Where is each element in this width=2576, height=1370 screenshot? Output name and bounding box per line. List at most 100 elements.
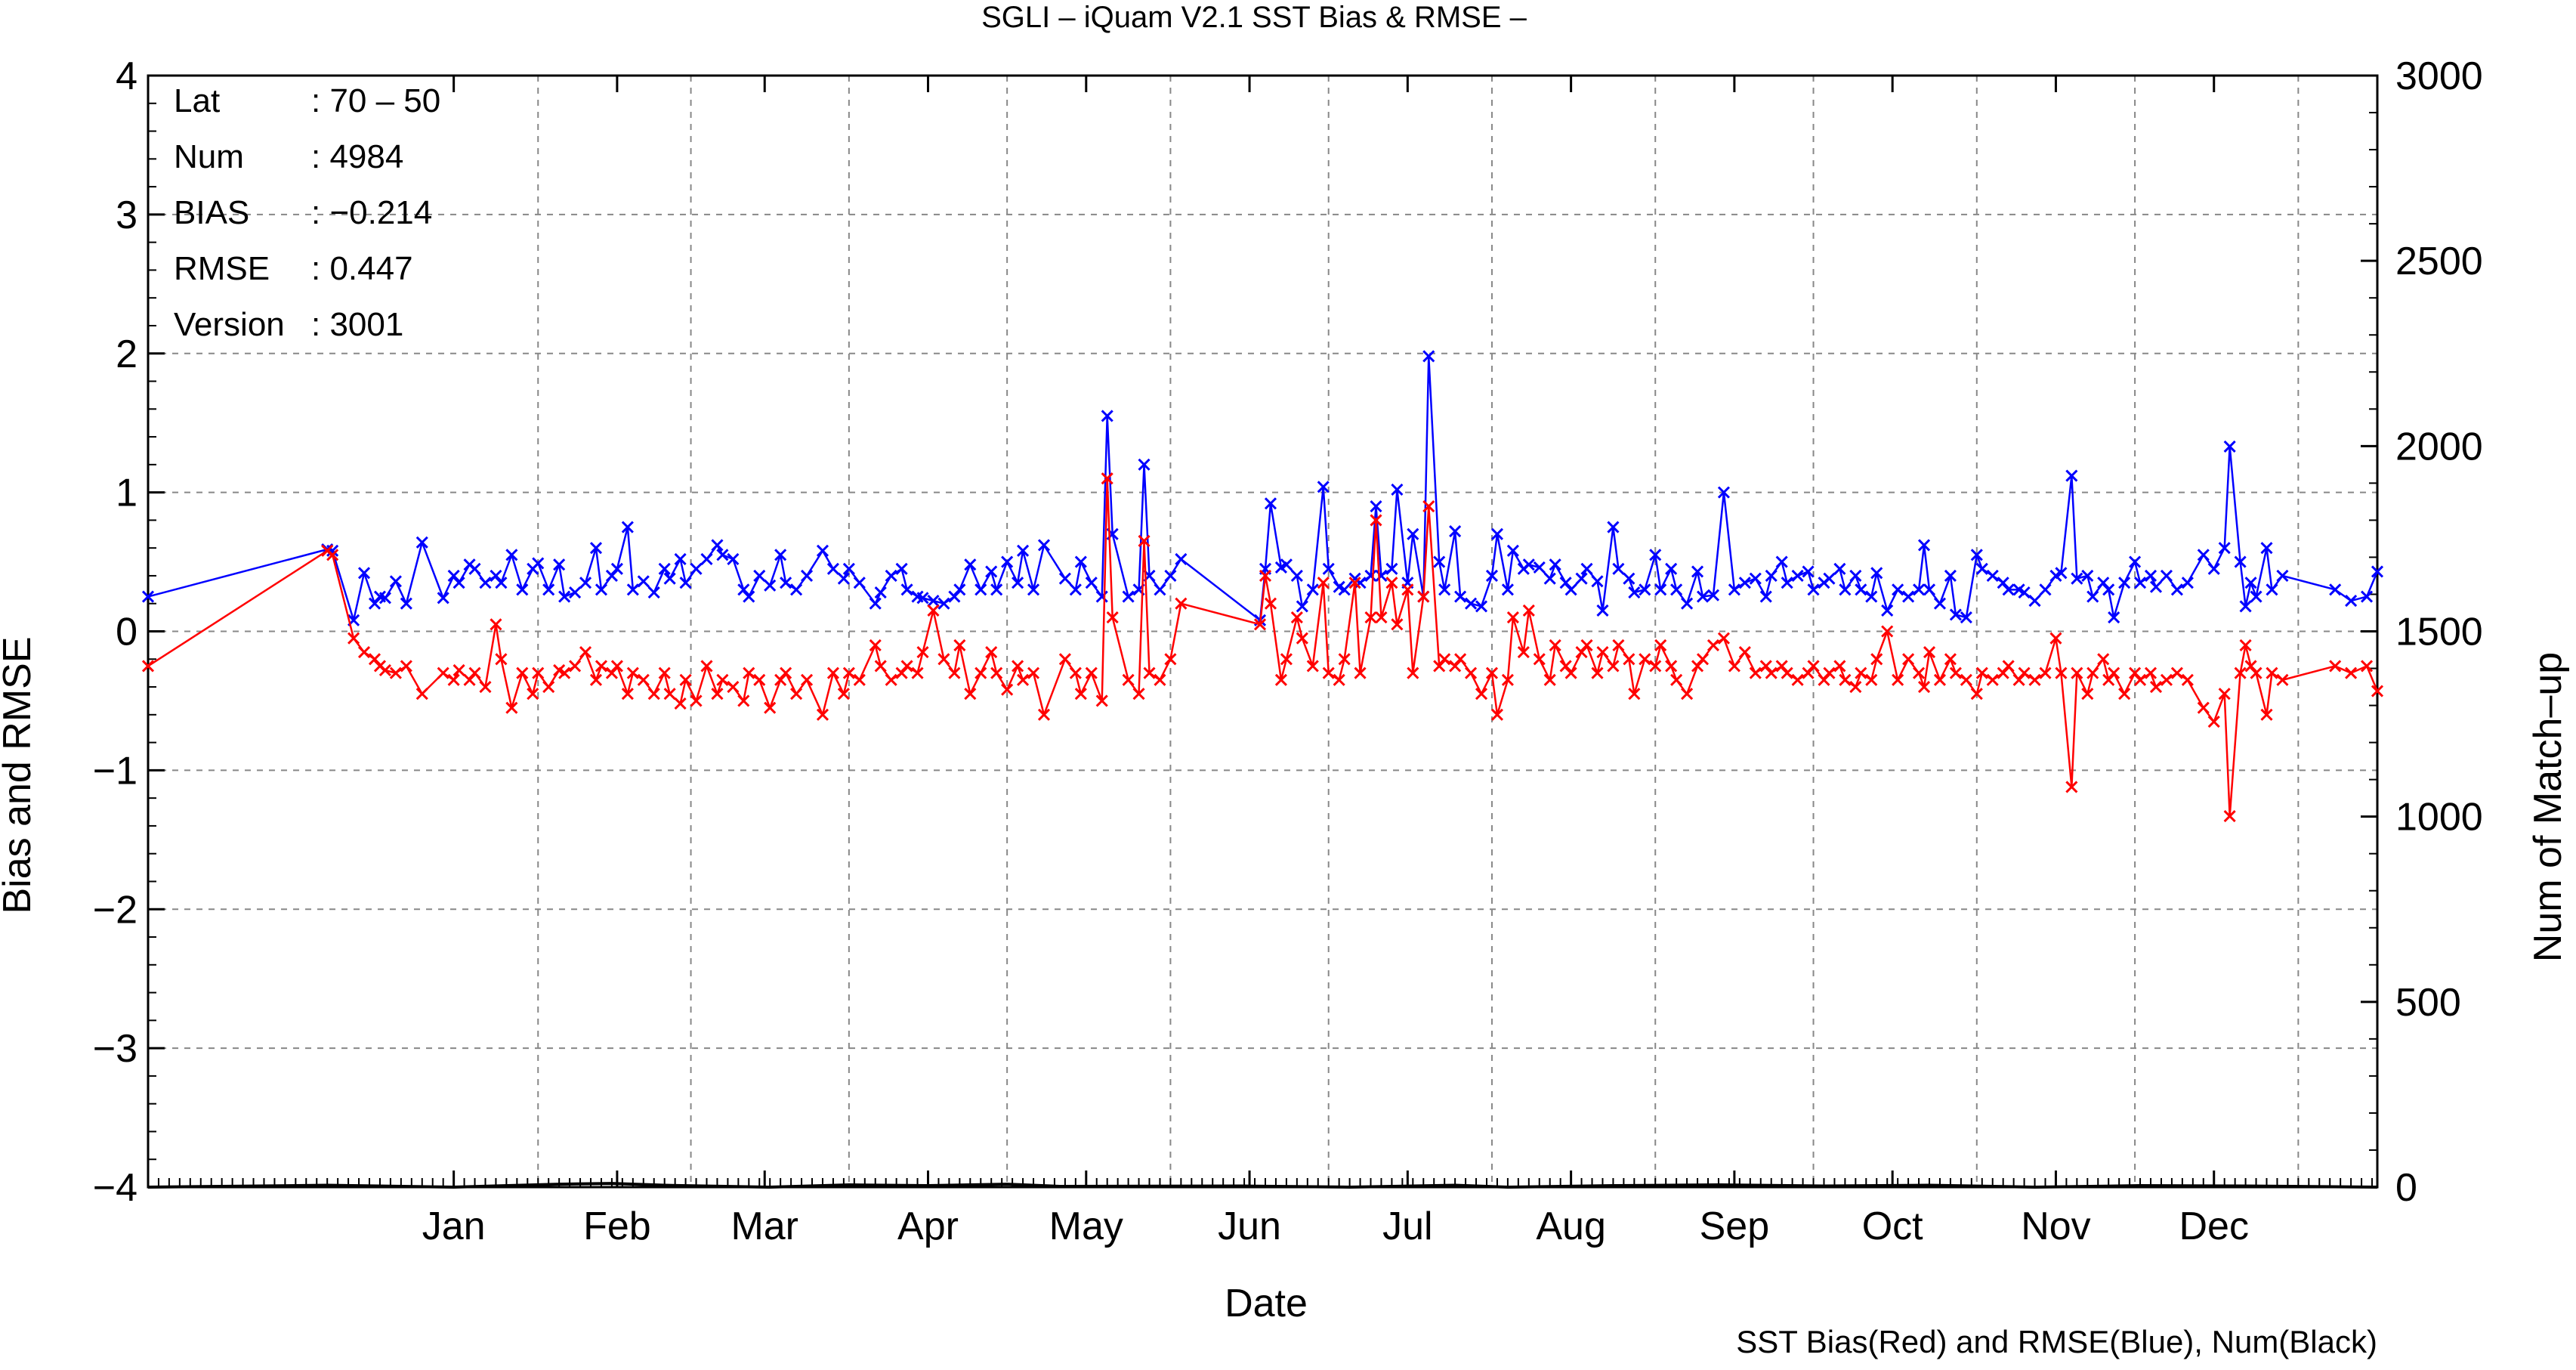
data-point-bias <box>663 688 676 700</box>
data-point-bias <box>674 697 687 710</box>
data-point-bias <box>2144 666 2157 679</box>
series-line-num <box>147 1182 2378 1189</box>
data-point-rmse <box>1370 499 1382 513</box>
data-point-bias <box>516 666 529 679</box>
data-point-rmse <box>1628 586 1641 599</box>
data-point-rmse <box>1580 562 1593 575</box>
data-point-rmse <box>1855 583 1867 596</box>
data-point-rmse <box>1833 562 1846 575</box>
data-point-bias <box>1975 666 1988 679</box>
data-point-rmse <box>1306 583 1319 596</box>
data-point-bias <box>1037 708 1051 721</box>
data-point-bias <box>1802 666 1815 679</box>
data-point-rmse <box>1338 583 1351 596</box>
data-point-bias <box>1591 666 1604 679</box>
data-point-rmse <box>1549 558 1561 571</box>
data-point-bias <box>853 673 866 686</box>
y-tick-label: 0 <box>116 611 137 654</box>
data-point-rmse <box>1775 555 1788 568</box>
data-point-rmse <box>964 558 977 571</box>
data-point-bias <box>2049 632 2062 645</box>
data-point-rmse <box>1364 569 1377 583</box>
data-point-rmse <box>1475 600 1488 613</box>
x-tick-label: Mar <box>730 1205 798 1248</box>
data-point-rmse <box>326 544 339 557</box>
y-tick-label: 3 <box>116 193 137 237</box>
data-point-bias <box>2071 666 2083 679</box>
data-point-rmse <box>895 562 908 575</box>
data-point-rmse <box>953 583 966 596</box>
chart-title-group: SGLI – iQuam V2.1 SST Bias & RMSE – <box>981 1 1527 34</box>
data-point-rmse <box>816 544 829 557</box>
data-point-rmse <box>2018 586 2031 599</box>
data-point-rmse <box>837 572 850 585</box>
data-point-rmse <box>2345 594 2358 608</box>
data-point-rmse <box>2276 569 2289 583</box>
data-point-bias <box>1354 666 1367 679</box>
data-point-rmse <box>716 549 729 561</box>
data-point-rmse <box>1017 544 1030 557</box>
data-point-bias <box>400 660 412 673</box>
data-point-rmse <box>558 590 571 603</box>
data-point-bias <box>1892 673 1904 686</box>
data-point-bias <box>711 688 724 700</box>
data-point-rmse <box>1970 549 1983 561</box>
data-point-rmse <box>937 597 950 610</box>
data-point-bias <box>1375 611 1388 624</box>
stat-label: Lat <box>174 82 220 119</box>
data-point-rmse <box>516 583 529 596</box>
data-point-bias <box>1475 688 1488 700</box>
data-point-bias <box>389 666 402 679</box>
data-point-bias <box>1612 639 1625 651</box>
data-point-bias <box>1628 688 1641 700</box>
data-point-bias <box>1881 625 1894 638</box>
data-point-bias <box>1449 660 1462 673</box>
data-point-rmse <box>1465 597 1478 610</box>
y-tick-label: −1 <box>93 749 137 793</box>
data-point-bias <box>1986 673 1999 686</box>
x-tick-label: Apr <box>897 1205 959 1248</box>
data-point-rmse <box>1933 597 1947 610</box>
data-point-rmse <box>1607 521 1620 533</box>
data-point-rmse <box>2181 577 2194 589</box>
data-point-rmse <box>1533 561 1546 574</box>
data-point-bias <box>727 680 740 694</box>
data-point-bias <box>1949 666 1962 679</box>
data-point-rmse <box>1027 583 1040 596</box>
data-point-rmse <box>1696 590 1710 603</box>
data-point-bias <box>1154 673 1166 686</box>
data-point-rmse <box>1074 555 1087 568</box>
data-point-rmse <box>569 586 582 599</box>
data-point-bias <box>2129 666 2142 679</box>
stat-value: : −0.214 <box>311 194 432 231</box>
stats-box: Lat: 70 – 50 Num: 4984 BIAS: −0.214 RMSE: 0… <box>174 82 440 343</box>
data-point-bias <box>2002 660 2015 673</box>
data-point-bias <box>2055 666 2068 679</box>
data-point-bias <box>595 660 608 673</box>
y-tick-label: −4 <box>93 1166 137 1210</box>
data-point-bias <box>1164 653 1177 666</box>
data-point-bias <box>2133 673 2147 686</box>
data-point-rmse <box>595 583 608 596</box>
data-point-bias <box>1027 666 1040 679</box>
data-point-rmse <box>1865 590 1878 603</box>
data-point-bias <box>589 673 603 686</box>
data-point-rmse <box>948 590 961 603</box>
data-point-rmse <box>1407 527 1419 540</box>
data-point-rmse <box>1385 562 1398 575</box>
data-point-rmse <box>974 583 987 596</box>
data-point-bias <box>800 673 814 686</box>
data-point-bias <box>2181 673 2194 686</box>
data-point-rmse <box>2218 542 2231 555</box>
data-point-rmse <box>2097 577 2110 589</box>
y2-tick-label: 2500 <box>2395 240 2483 283</box>
data-point-bias <box>1654 639 1667 651</box>
data-point-bias <box>1707 639 1720 651</box>
data-point-bias <box>2097 653 2110 666</box>
data-point-bias <box>1775 660 1788 673</box>
data-point-bias <box>937 653 950 666</box>
data-point-rmse <box>1122 590 1135 603</box>
x-tick-label: Aug <box>1536 1205 1606 1248</box>
data-point-bias <box>1791 673 1804 686</box>
data-point-rmse <box>1433 555 1446 568</box>
